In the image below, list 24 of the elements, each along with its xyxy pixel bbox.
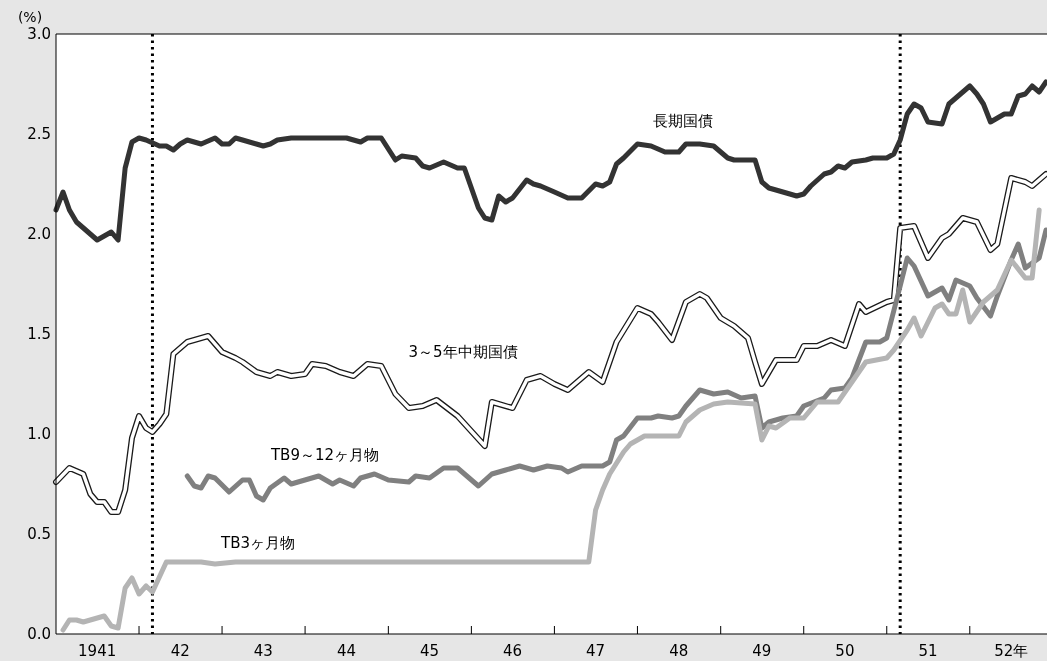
y-tick-label: 3.0 [27, 24, 51, 43]
series-label: TB3ヶ月物 [220, 533, 295, 552]
y-tick-label: 0.5 [27, 524, 51, 543]
x-tick-label: 46 [503, 641, 523, 660]
series-label: TB9～12ヶ月物 [269, 445, 380, 464]
y-tick-label: 1.5 [27, 324, 51, 343]
series-label: 3～5年中期国債 [408, 342, 518, 361]
y-tick-label: 1.0 [27, 424, 51, 443]
y-tick-label: 2.5 [27, 124, 51, 143]
x-tick-label: 49 [752, 641, 772, 660]
x-tick-label: 52年 [994, 641, 1029, 660]
x-tick-label: 47 [586, 641, 606, 660]
x-tick-label: 44 [336, 641, 357, 660]
y-tick-label: 2.0 [27, 224, 51, 243]
series-label: 長期国債 [653, 111, 713, 130]
y-tick-label: 0.0 [27, 624, 51, 643]
x-tick-label: 42 [170, 641, 190, 660]
x-tick-label: 51 [918, 641, 938, 660]
x-tick-label: 48 [669, 641, 689, 660]
x-tick-label: 43 [253, 641, 273, 660]
y-axis-title: (%) [17, 9, 43, 25]
x-tick-label: 45 [419, 641, 440, 660]
x-tick-label: 50 [835, 641, 855, 660]
x-tick-label: 1941 [78, 641, 117, 660]
